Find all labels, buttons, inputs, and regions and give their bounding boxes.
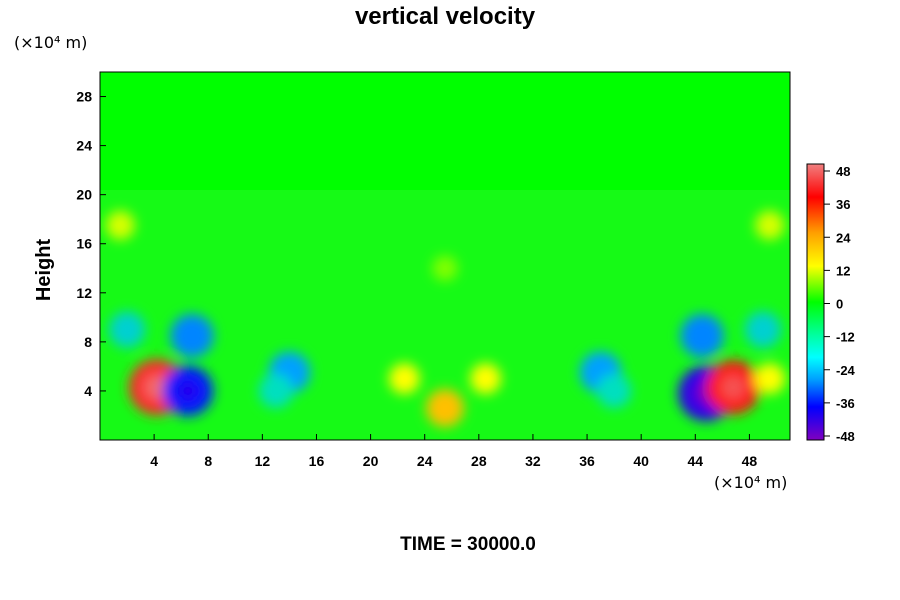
y-tick-label: 20 <box>76 187 92 203</box>
x-tick-label: 48 <box>742 453 758 469</box>
x-tick-label: 40 <box>633 453 649 469</box>
plot-area <box>99 71 791 441</box>
y-tick-label: 16 <box>76 236 92 252</box>
field-features <box>105 210 786 428</box>
y-unit-label: (×10⁴ m) <box>14 33 87 52</box>
field-feature <box>744 311 782 348</box>
colorbar-ramp <box>806 163 825 441</box>
x-tick-label: 20 <box>363 453 379 469</box>
field-feature <box>470 363 501 395</box>
colorbar-ticks: 48 36 24 12 0 -12 -24 -36 -48 <box>824 164 856 444</box>
time-footer: TIME = 30000.0 <box>400 534 536 555</box>
y-tick-label: 4 <box>84 383 92 399</box>
colorbar-tick-label: -12 <box>836 330 855 345</box>
field-feature <box>755 210 785 240</box>
field-feature <box>389 363 420 395</box>
colorbar-tick-label: -36 <box>836 396 855 411</box>
field-feature <box>170 314 214 358</box>
y-tick-label: 12 <box>76 285 92 301</box>
colorbar-tick-label: 48 <box>836 164 850 179</box>
x-tick-label: 36 <box>579 453 595 469</box>
y-tick-label: 8 <box>84 334 92 350</box>
x-tick-label: 8 <box>204 453 212 469</box>
x-tick-label: 32 <box>525 453 541 469</box>
x-tick-label: 24 <box>417 453 433 469</box>
plot-frame <box>99 71 791 441</box>
y-tick-label: 24 <box>76 138 92 154</box>
colorbar-tick-label: 12 <box>836 263 850 278</box>
y-axis-label: Height <box>33 239 55 302</box>
field-feature <box>754 363 786 395</box>
x-unit-label: (×10⁴ m) <box>714 473 787 492</box>
field-feature <box>426 389 464 428</box>
x-tick-label: 4 <box>150 453 158 469</box>
colorbar-tick-label: -24 <box>836 363 856 378</box>
field-feature-core <box>721 375 746 400</box>
x-tick-label: 44 <box>688 453 704 469</box>
colorbar: 48 36 24 12 0 -12 -24 -36 -48 <box>806 163 856 444</box>
y-axis-ticks: 4 8 12 16 20 24 28 <box>76 89 106 399</box>
chart-title: vertical velocity <box>355 3 536 30</box>
field-feature <box>680 314 724 358</box>
x-axis-ticks: 4 8 12 16 20 24 28 32 36 40 44 48 <box>150 434 757 469</box>
x-tick-label: 28 <box>471 453 487 469</box>
colorbar-tick-label: 24 <box>836 230 851 245</box>
x-tick-label: 16 <box>309 453 325 469</box>
field-feature <box>596 373 632 409</box>
colorbar-tick-label: 36 <box>836 197 850 212</box>
colorbar-tick-label: -48 <box>836 429 855 444</box>
field-feature <box>105 210 135 240</box>
x-tick-label: 12 <box>255 453 271 469</box>
field-feature-core <box>176 379 200 403</box>
y-tick-label: 28 <box>76 89 92 105</box>
field-feature <box>258 373 294 409</box>
field-feature <box>432 255 458 281</box>
field-feature <box>109 311 146 348</box>
colorbar-tick-label: 0 <box>836 297 843 312</box>
